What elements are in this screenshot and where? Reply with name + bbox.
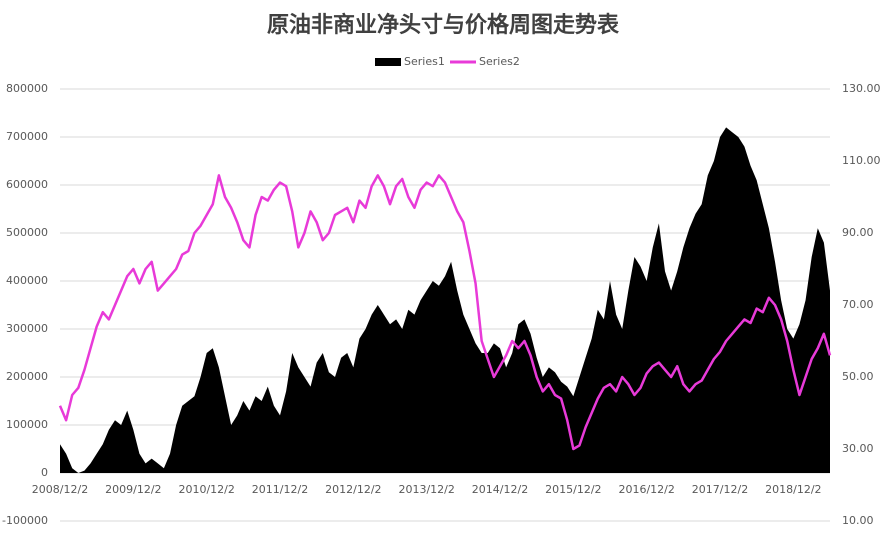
legend-label: Series1 bbox=[404, 55, 445, 68]
y-tick-label: 400000 bbox=[6, 274, 48, 287]
x-tick-label: 2011/12/2 bbox=[252, 483, 308, 496]
y2-tick-label: 70.00 bbox=[842, 298, 874, 311]
x-tick-label: 2014/12/2 bbox=[472, 483, 528, 496]
line bbox=[58, 174, 832, 451]
y2-tick-label: 50.00 bbox=[842, 370, 874, 383]
x-tick-label: 2012/12/2 bbox=[325, 483, 381, 496]
x-tick-label: 2010/12/2 bbox=[178, 483, 234, 496]
y-tick-label: 600000 bbox=[6, 178, 48, 191]
y-tick-label: 0 bbox=[41, 466, 48, 479]
chart-title: 原油非商业净头寸与价格周图走势表 bbox=[267, 12, 620, 38]
x-tick-label: 2016/12/2 bbox=[618, 483, 674, 496]
area bbox=[60, 127, 830, 474]
x-tick-label: 2008/12/2 bbox=[32, 483, 88, 496]
y-tick-label: 200000 bbox=[6, 370, 48, 383]
y2-tick-label: 110.00 bbox=[842, 154, 881, 167]
x-tick-label: 2015/12/2 bbox=[545, 483, 601, 496]
y2-tick-label: 30.00 bbox=[842, 442, 874, 455]
y-tick-label: 500000 bbox=[6, 226, 48, 239]
y-tick-label: 100000 bbox=[6, 418, 48, 431]
y-tick-label: 700000 bbox=[6, 130, 48, 143]
x-tick-label: 2013/12/2 bbox=[398, 483, 454, 496]
legend-label: Series2 bbox=[479, 55, 520, 68]
x-tick-label: 2009/12/2 bbox=[105, 483, 161, 496]
legend-swatch bbox=[375, 58, 401, 66]
y-tick-label: 300000 bbox=[6, 322, 48, 335]
y-tick-label: -100000 bbox=[2, 514, 48, 527]
x-tick-label: 2018/12/2 bbox=[765, 483, 821, 496]
y2-tick-label: 10.00 bbox=[842, 514, 874, 527]
y2-tick-label: 130.00 bbox=[842, 82, 881, 95]
x-tick-label: 2017/12/2 bbox=[692, 483, 748, 496]
y-tick-label: 800000 bbox=[6, 82, 48, 95]
y2-tick-label: 90.00 bbox=[842, 226, 874, 239]
